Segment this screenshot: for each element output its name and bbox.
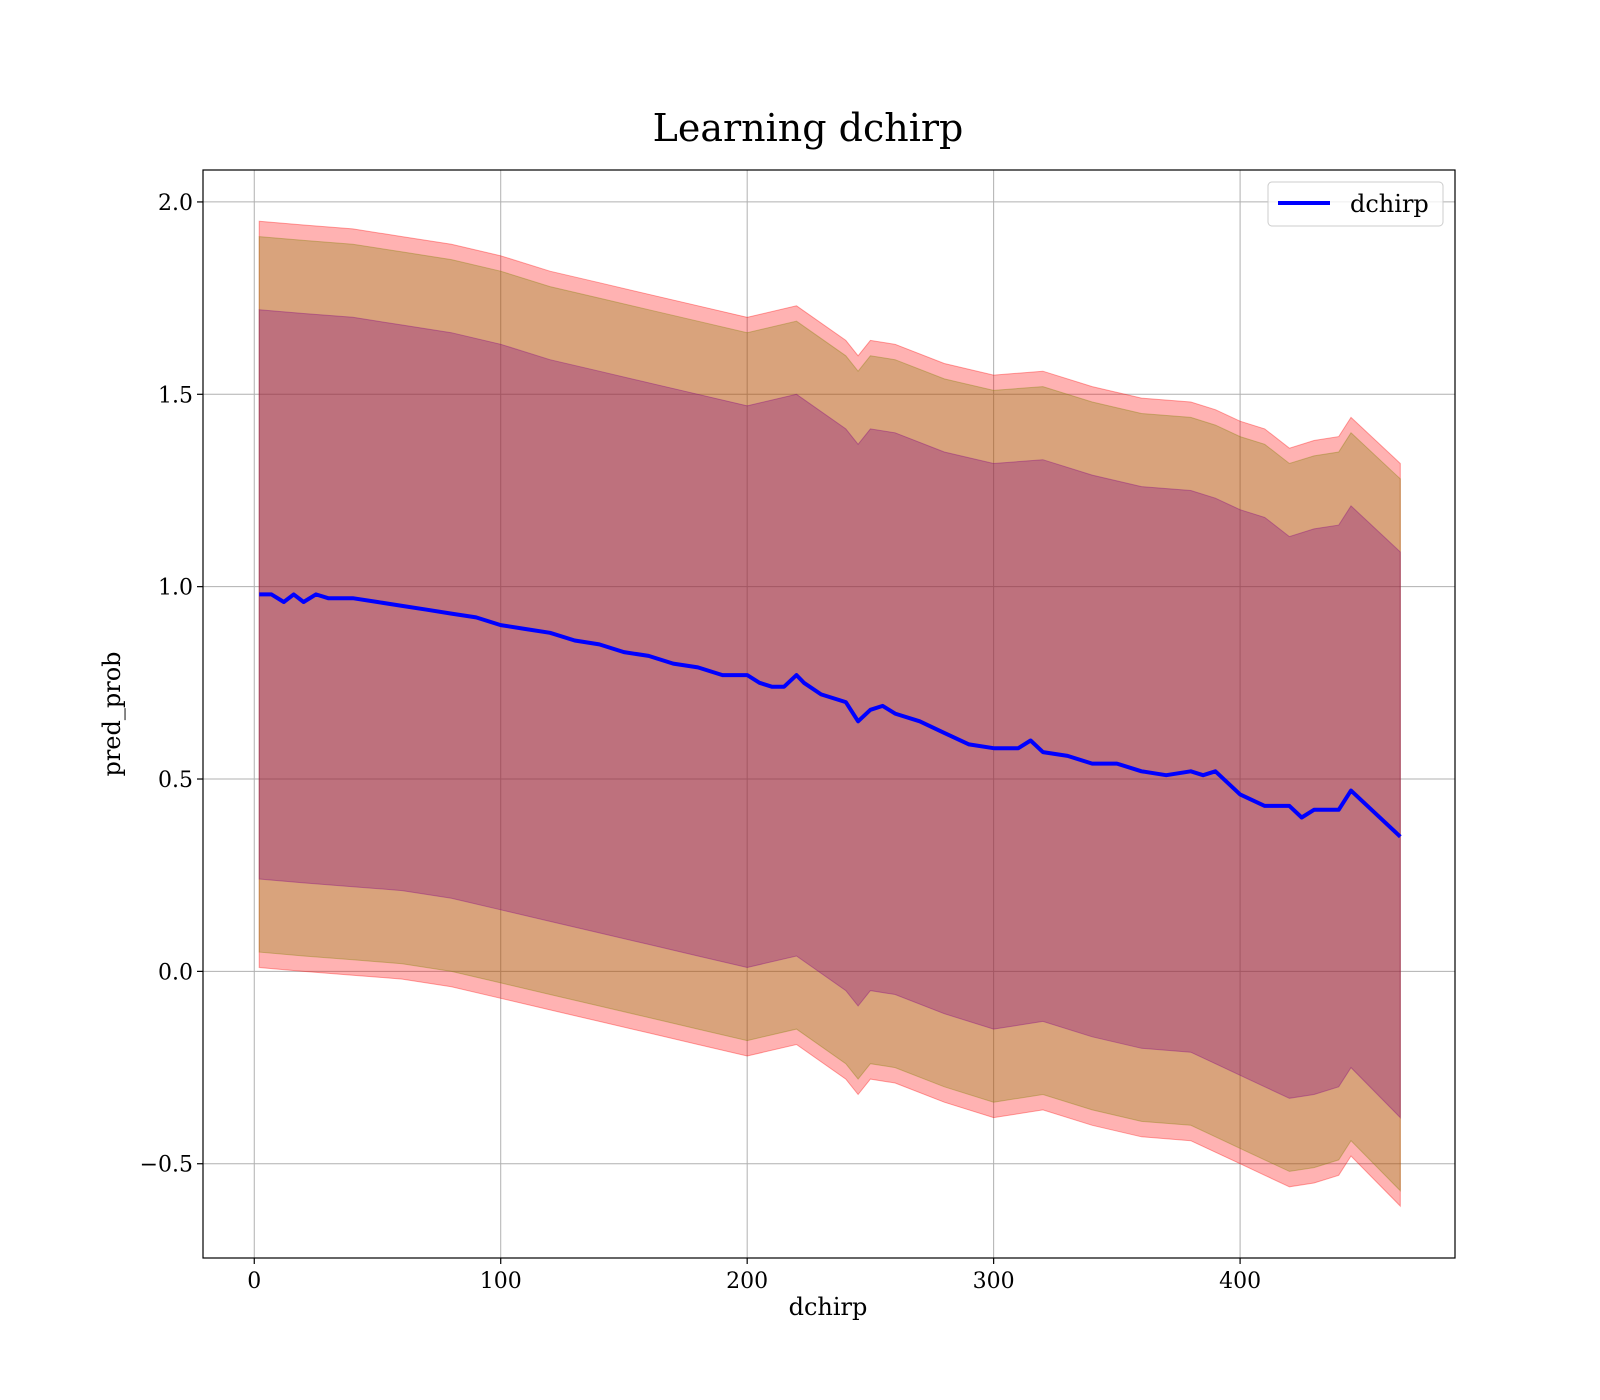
band-0 [258,220,1401,1208]
x-tick-label-2: 200 [726,1269,768,1294]
y-tick-label-1: 0.0 [158,960,193,985]
series-lines [259,592,1402,839]
x-axis-label: dchirp [789,1293,868,1321]
confidence-bands [258,220,1401,1208]
band-2 [258,309,1401,1119]
x-tick-label-1: 100 [480,1269,522,1294]
y-tick-label-4: 1.5 [158,383,193,408]
y-tick-label-0: −0.5 [140,1153,193,1178]
x-tick-label-3: 300 [973,1269,1015,1294]
legend-box [1267,181,1444,227]
grid [203,170,1455,1258]
plot-frame [202,169,1456,1259]
y-tick-label-2: 0.5 [158,768,193,793]
x-axis-ticks: 0 100 200 300 400 [247,1258,1261,1294]
x-tick-label-4: 400 [1219,1269,1261,1294]
chart-title: Learning dchirp [653,106,964,150]
series-line-0 [259,592,1402,839]
band-1 [258,236,1401,1192]
legend: dchirp [1267,181,1444,227]
y-axis-label: pred_prob [98,651,126,776]
x-tick-label-0: 0 [247,1269,261,1294]
y-tick-label-3: 1.0 [158,576,193,601]
legend-label: dchirp [1350,190,1429,218]
y-tick-label-5: 2.0 [158,191,193,216]
y-axis-ticks: −0.5 0.0 0.5 1.0 1.5 2.0 [140,191,203,1178]
